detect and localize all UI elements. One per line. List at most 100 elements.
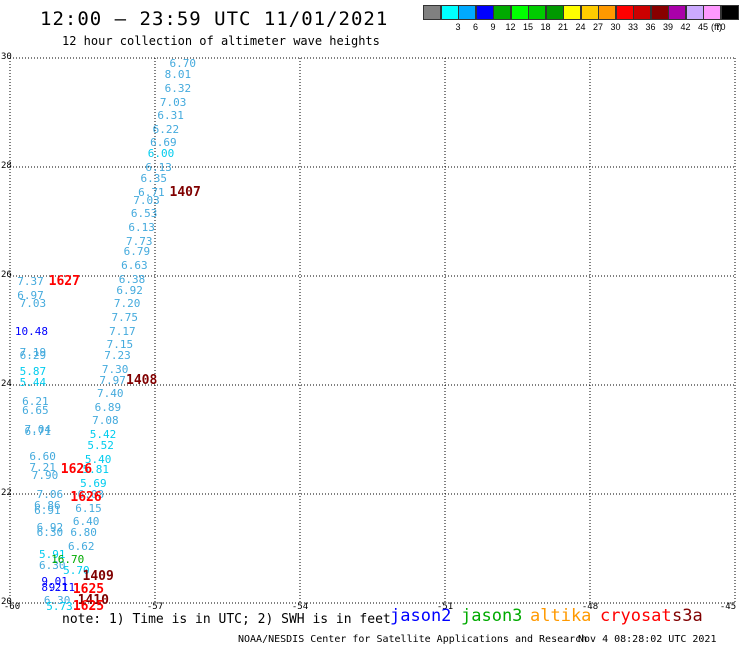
- page-subtitle: 12 hour collection of altimeter wave hei…: [62, 34, 380, 48]
- lat-tick-label: 26: [1, 270, 12, 280]
- lat-tick-label: 20: [1, 597, 12, 607]
- legend-label: 24: [575, 22, 586, 32]
- wave-height-label: 6.13: [145, 161, 172, 174]
- wave-height-label: 6.30: [43, 594, 71, 608]
- footer-credit: NOAA/NESDIS Center for Satellite Applica…: [238, 634, 588, 645]
- wave-height-label: 5.69: [80, 477, 107, 491]
- wave-height-label: 5.42: [89, 428, 117, 442]
- wave-height-label: 6.03: [77, 488, 105, 501]
- wave-height-label: 5.73: [46, 599, 73, 613]
- wave-height-label: 10.48: [14, 324, 48, 338]
- satellite-label-s3a: s3a: [672, 606, 703, 626]
- wave-height-label: 5.44: [19, 376, 47, 390]
- wave-height-label: 6.71: [138, 185, 165, 199]
- wave-height-label: 6.32: [164, 81, 192, 95]
- legend-label: 70: [715, 22, 726, 32]
- wave-height-label: 5.52: [87, 438, 114, 452]
- wave-height-label: 6.69: [150, 136, 177, 150]
- satellite-label-jason3: jason3: [461, 606, 523, 626]
- wave-height-label: 6.97: [17, 289, 44, 303]
- legend-label: 15: [522, 22, 533, 32]
- wave-height-label: 7.04: [24, 422, 52, 436]
- lon-tick-label: -48: [581, 602, 599, 612]
- wave-height-label: 6.30: [39, 558, 66, 572]
- wave-height-label: 6.63: [121, 259, 148, 273]
- pass-time-label: 1627: [48, 274, 80, 290]
- wave-height-label: 6.13: [128, 220, 155, 234]
- wave-height-label: 6.71: [24, 425, 52, 439]
- wave-height-label: 5.81: [82, 463, 110, 477]
- satellite-label-cryosat: cryosat: [600, 606, 672, 626]
- wave-height-label: 7.75: [111, 310, 139, 324]
- wave-height-label: 9.11: [48, 580, 76, 594]
- wave-height-label: 5.91: [39, 547, 66, 561]
- wave-height-label: 8.21: [41, 580, 68, 594]
- wave-height-label: 6.79: [123, 245, 151, 259]
- wave-height-label: 6.22: [152, 122, 180, 136]
- wave-height-label: 7.37: [17, 275, 44, 289]
- wave-height-label: 6.91: [34, 504, 61, 518]
- satellite-label-altika: altika: [530, 606, 592, 626]
- wave-height-label: 6.92: [116, 283, 143, 297]
- lon-tick-label: -45: [719, 602, 737, 612]
- wave-height-label: 6.15: [75, 501, 102, 515]
- wave-height-label: 6.65: [22, 403, 49, 417]
- wave-height-label: 7.19: [19, 346, 47, 360]
- wave-height-label: 7.03: [133, 193, 160, 207]
- wave-height-label: 7.03: [19, 297, 47, 311]
- wave-height-label: 6.29: [19, 349, 47, 363]
- lon-tick-label: -51: [436, 602, 454, 612]
- wave-height-label: 7.17: [109, 324, 136, 338]
- pass-time-label: 1625: [72, 598, 105, 614]
- wave-height-label: 5.40: [84, 452, 112, 466]
- wave-height-label: 6.62: [68, 539, 95, 553]
- wave-height-label: 6.86: [34, 498, 61, 512]
- legend-label: 33: [627, 22, 638, 32]
- wave-height-label: 6.60: [29, 449, 56, 463]
- pass-time-label: 1625: [72, 582, 105, 598]
- wave-height-label: 7.90: [31, 468, 59, 482]
- pass-time-label: 1409: [82, 568, 114, 584]
- wave-height-label: 9.01: [41, 575, 68, 589]
- wave-height-label: 7.08: [92, 414, 119, 428]
- wave-height-label: 6.31: [157, 109, 184, 123]
- wave-height-label: 6.53: [130, 207, 158, 221]
- pass-time-label: 1626: [60, 462, 93, 478]
- legend-label: 18: [540, 22, 551, 32]
- lat-tick-label: 22: [1, 488, 12, 498]
- wave-height-label: 7.20: [113, 297, 141, 311]
- legend-label: 3: [455, 22, 461, 32]
- wave-height-label: 6.70: [169, 57, 197, 71]
- wave-height-label: 16.70: [51, 553, 85, 567]
- pass-time-label: 1408: [126, 372, 158, 388]
- lat-tick-label: 30: [1, 52, 12, 62]
- wave-height-label: 7.06: [36, 488, 64, 501]
- wave-height-label: 6.92: [36, 520, 64, 534]
- legend-label: 42: [680, 22, 691, 32]
- wave-height-label: 7.73: [126, 234, 153, 248]
- wave-height-label: 6.40: [72, 515, 100, 529]
- wave-height-label: 6.38: [118, 272, 146, 286]
- wave-height-label: 5.70: [63, 564, 90, 578]
- lat-tick-label: 24: [1, 379, 12, 389]
- lon-tick-label: -60: [3, 602, 21, 612]
- wave-height-label: 6.30: [36, 526, 64, 540]
- legend-label: 9: [490, 22, 496, 32]
- wave-height-label: 7.40: [97, 387, 124, 401]
- wave-height-label: 7.03: [159, 95, 187, 109]
- wave-height-label: 6.00: [147, 147, 175, 161]
- legend-label: 21: [557, 22, 568, 32]
- pass-time-label: 1407: [169, 184, 201, 200]
- legend-label: 39: [662, 22, 673, 32]
- satellite-label-jason2: jason2: [390, 606, 452, 626]
- lat-tick-label: 28: [1, 161, 12, 171]
- wave-height-label: 6.21: [22, 395, 49, 409]
- lon-tick-label: -54: [291, 602, 309, 612]
- wave-height-label: 8.01: [164, 68, 192, 82]
- legend-label: 12: [505, 22, 516, 32]
- lon-tick-label: -57: [146, 602, 164, 612]
- wave-height-label: 7.30: [101, 362, 129, 376]
- legend-label: 36: [645, 22, 656, 32]
- legend-label: 27: [592, 22, 603, 32]
